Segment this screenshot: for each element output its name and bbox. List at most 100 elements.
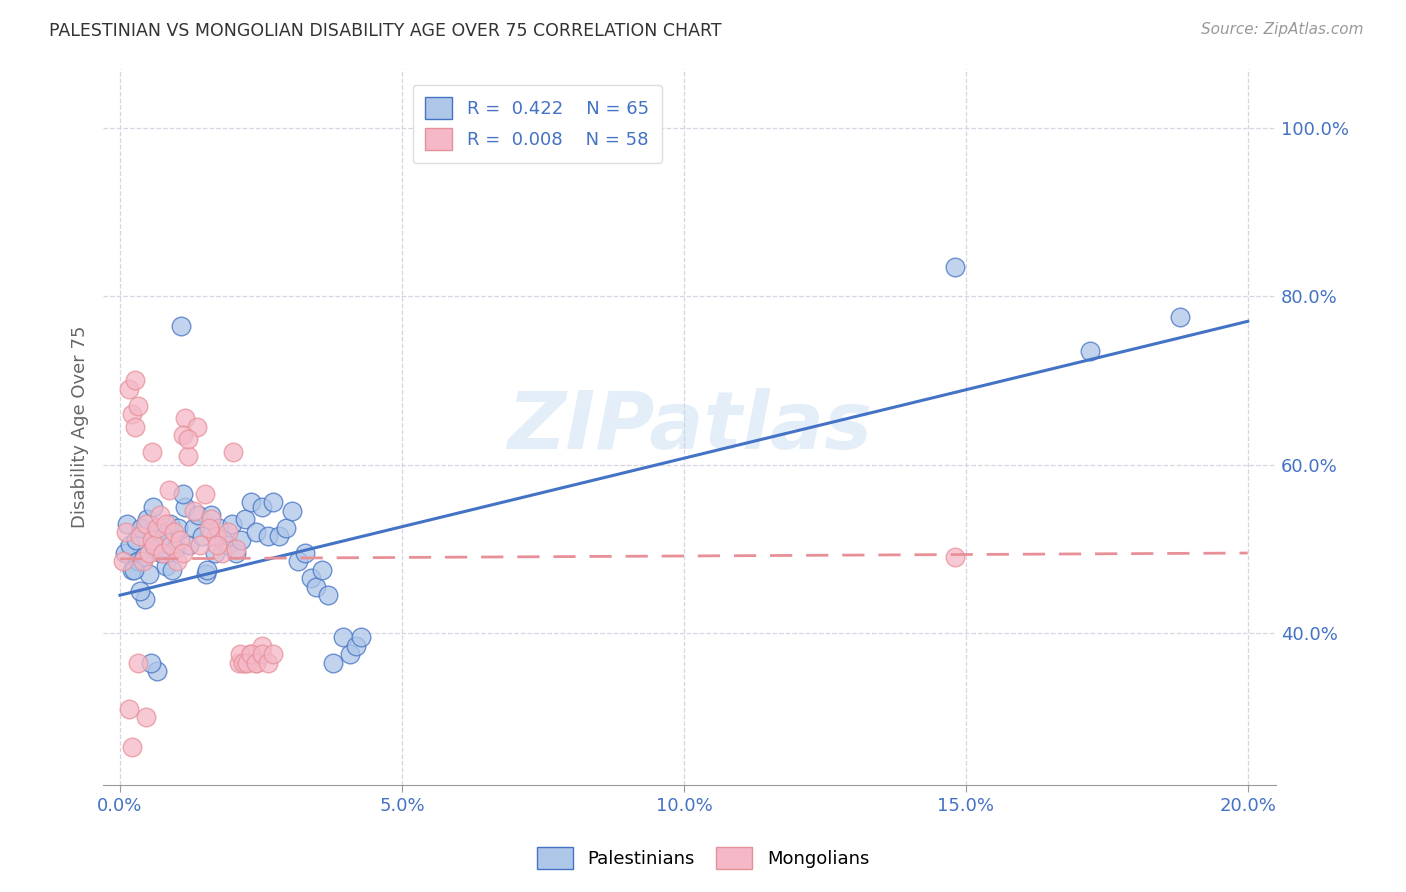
Point xyxy=(305,580,328,594)
Point xyxy=(141,533,163,548)
Point xyxy=(155,516,177,531)
Point xyxy=(233,512,256,526)
Point xyxy=(135,516,157,531)
Point xyxy=(114,546,136,560)
Point xyxy=(217,538,239,552)
Point xyxy=(217,524,239,539)
Point xyxy=(200,508,222,522)
Point xyxy=(139,656,162,670)
Point xyxy=(225,541,247,556)
Point xyxy=(194,567,217,582)
Point xyxy=(172,487,194,501)
Point xyxy=(221,516,243,531)
Point xyxy=(132,550,155,565)
Point xyxy=(128,583,150,598)
Point xyxy=(299,571,322,585)
Point xyxy=(115,524,138,539)
Point xyxy=(115,516,138,531)
Point xyxy=(236,656,259,670)
Point xyxy=(121,407,143,421)
Point xyxy=(159,516,181,531)
Point xyxy=(124,419,146,434)
Point xyxy=(169,533,191,548)
Text: Source: ZipAtlas.com: Source: ZipAtlas.com xyxy=(1201,22,1364,37)
Point xyxy=(149,508,172,522)
Point xyxy=(127,554,149,568)
Point xyxy=(245,524,267,539)
Point xyxy=(204,546,226,560)
Point xyxy=(131,521,153,535)
Point xyxy=(1078,343,1101,358)
Point xyxy=(276,521,298,535)
Point xyxy=(143,538,166,552)
Point xyxy=(250,647,273,661)
Point xyxy=(112,554,135,568)
Point xyxy=(262,495,284,509)
Point xyxy=(135,710,157,724)
Point xyxy=(187,508,209,522)
Point xyxy=(294,546,316,560)
Point xyxy=(228,647,250,661)
Point xyxy=(141,445,163,459)
Point xyxy=(118,382,141,396)
Text: ZIPatlas: ZIPatlas xyxy=(508,388,872,466)
Point xyxy=(322,656,344,670)
Point xyxy=(121,563,143,577)
Point xyxy=(132,554,155,568)
Point xyxy=(149,546,172,560)
Point xyxy=(143,541,166,556)
Point xyxy=(136,512,159,526)
Point xyxy=(943,260,966,274)
Point xyxy=(191,529,214,543)
Point xyxy=(142,500,165,514)
Text: PALESTINIAN VS MONGOLIAN DISABILITY AGE OVER 75 CORRELATION CHART: PALESTINIAN VS MONGOLIAN DISABILITY AGE … xyxy=(49,22,721,40)
Point xyxy=(155,558,177,573)
Point xyxy=(183,504,205,518)
Legend: Palestinians, Mongolians: Palestinians, Mongolians xyxy=(527,838,879,879)
Point xyxy=(245,656,267,670)
Point xyxy=(177,538,200,552)
Point xyxy=(239,647,262,661)
Point xyxy=(205,529,228,543)
Point xyxy=(118,702,141,716)
Point xyxy=(256,656,278,670)
Point xyxy=(146,521,169,535)
Point xyxy=(120,538,142,552)
Point xyxy=(148,524,170,539)
Point xyxy=(350,630,373,644)
Point xyxy=(211,533,233,548)
Point xyxy=(122,563,145,577)
Point xyxy=(339,647,361,661)
Point xyxy=(262,647,284,661)
Point xyxy=(188,538,211,552)
Point xyxy=(166,521,188,535)
Point xyxy=(231,533,253,548)
Point xyxy=(183,521,205,535)
Point xyxy=(170,318,193,333)
Point xyxy=(160,563,183,577)
Point xyxy=(332,630,354,644)
Point xyxy=(239,647,262,661)
Legend: R =  0.422    N = 65, R =  0.008    N = 58: R = 0.422 N = 65, R = 0.008 N = 58 xyxy=(412,85,662,163)
Point xyxy=(197,563,219,577)
Point xyxy=(177,432,200,446)
Point xyxy=(145,664,167,678)
Point xyxy=(163,524,186,539)
Point xyxy=(152,546,174,560)
Point xyxy=(124,373,146,387)
Point xyxy=(316,588,339,602)
Point xyxy=(943,550,966,565)
Point xyxy=(1168,310,1191,324)
Point xyxy=(129,529,152,543)
Point xyxy=(127,656,149,670)
Point xyxy=(232,656,254,670)
Point xyxy=(177,449,200,463)
Point xyxy=(127,399,149,413)
Point xyxy=(211,546,233,560)
Point xyxy=(194,487,217,501)
Point xyxy=(344,639,367,653)
Point xyxy=(138,567,160,582)
Point xyxy=(250,500,273,514)
Point xyxy=(153,529,176,543)
Point xyxy=(208,521,231,535)
